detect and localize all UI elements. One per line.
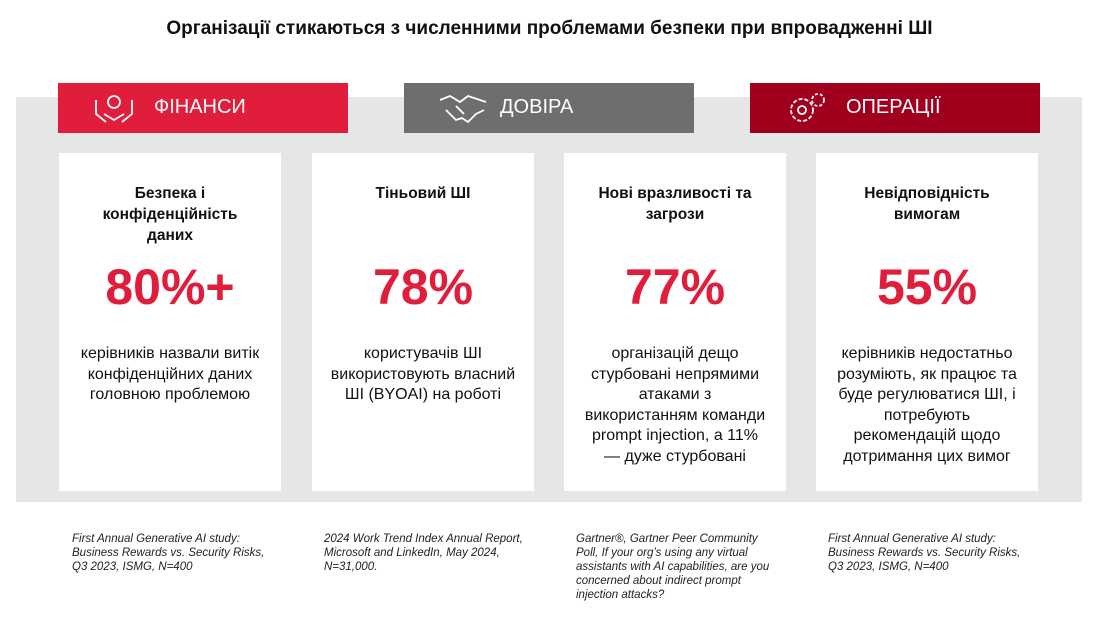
card-heading: Нові вразливості та загрози xyxy=(598,185,752,223)
card-stat: 78% xyxy=(372,259,474,315)
card-description: керівників назвали витік конфіденційних … xyxy=(80,345,260,403)
source-note: 2024 Work Trend Index Annual Report, Mic… xyxy=(324,533,523,573)
card-heading: Тіньовий ШІ xyxy=(375,185,471,202)
header-tab: ДОВІРА xyxy=(404,83,694,133)
header-tab: ОПЕРАЦІЇ xyxy=(750,83,1040,133)
operations-icon xyxy=(790,93,825,122)
header-label: ДОВІРА xyxy=(500,96,574,118)
card-stat: 80%+ xyxy=(105,259,235,315)
card: Невідповідність вимогам 55% керівників н… xyxy=(816,153,1038,491)
source-note: First Annual Generative AI study: Busine… xyxy=(828,533,1021,573)
card-stat: 77% xyxy=(624,259,726,315)
finance-icon xyxy=(95,95,133,123)
card-stat: 55% xyxy=(876,259,978,315)
card: Нові вразливості та загрози 77% організа… xyxy=(564,153,786,491)
card: Тіньовий ШІ 78% користувачів ШІ використ… xyxy=(312,153,534,491)
source-note: Gartner®, Gartner Peer Community Poll, I… xyxy=(576,533,770,601)
header-label: ОПЕРАЦІЇ xyxy=(846,96,941,118)
card-description: керівників недостатньо розуміють, як пра… xyxy=(837,345,1017,465)
card: Безпека і конфіденційність даних 80%+ ке… xyxy=(59,153,281,491)
card-heading: Безпека і конфіденційність даних xyxy=(102,185,238,244)
header-label: ФІНАНСИ xyxy=(154,96,246,118)
source-note: First Annual Generative AI study: Busine… xyxy=(72,533,265,573)
header-tab: ФІНАНСИ xyxy=(58,83,348,133)
card-heading: Невідповідність вимогам xyxy=(864,185,990,223)
card-description: користувачів ШІ використовують власний Ш… xyxy=(330,345,516,403)
card-description: організацій дещо стурбовані непрямими ат… xyxy=(584,345,766,465)
trust-icon xyxy=(439,94,487,124)
title: Організації стикаються з численними проб… xyxy=(166,18,933,39)
